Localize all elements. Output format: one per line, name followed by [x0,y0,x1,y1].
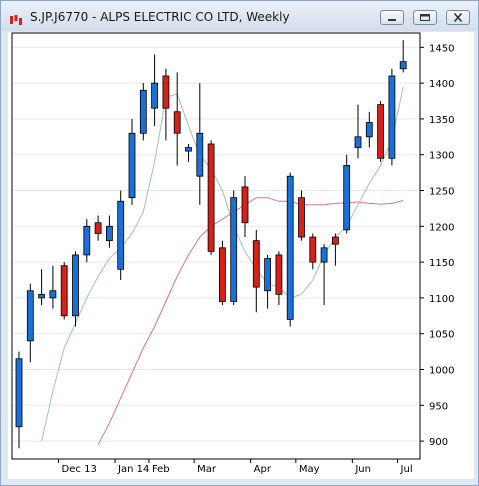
candle-body-down [218,247,226,302]
x-tick-label: Dec 13 [62,464,97,475]
candle-body-down [207,143,215,252]
x-tick-label: Jun [354,464,371,475]
y-tick-label: 1300 [429,151,454,162]
chart-area: 900 950 1000 1050 1100 1150 1200 1250 1300 1350 14… [8,32,474,479]
y-tick-label: 1100 [429,294,454,305]
x-tick-label: Feb [152,464,170,475]
candle-body-up [230,197,238,302]
maximize-icon [420,14,430,21]
y-tick-label: 1400 [429,79,454,90]
candle-body-up [15,358,23,428]
candle-body-down [60,265,68,317]
y-tick-label: 1050 [429,330,454,341]
sma-long-line [97,197,404,445]
candle-body-up [49,290,57,299]
y-tick-label: 1200 [429,222,454,233]
candle-body-up [83,225,91,256]
x-tick-label: May [299,464,320,475]
y-tick-label: 900 [429,437,448,448]
candle-body-down [162,75,170,109]
x-tick-label: Jan 14 [117,464,149,475]
x-tick-label: Mar [197,464,217,475]
candle-body-up [264,258,272,292]
candle-body-up [388,75,396,159]
candle-body-down [173,111,181,134]
y-tick-label: 1250 [429,187,454,198]
candle-body-up [72,254,79,317]
candle-body-down [331,236,339,245]
y-tick-label: 950 [429,401,448,412]
title-bar[interactable]: S.JP.J6770 - ALPS ELECTRIC CO LTD, Weekl… [1,1,478,31]
candle-body-up [106,225,113,242]
x-tick-label: Jul [400,464,413,475]
minimize-icon [388,19,396,21]
y-tick-label: 1150 [429,258,454,269]
candle-body-up [128,132,136,199]
candle-body-up [151,82,159,109]
candlestick-chart: 900 950 1000 1050 1100 1150 1200 1250 1300 1350 14… [11,32,454,475]
candle-body-up [139,89,147,134]
y-tick-label: 1350 [429,115,454,126]
candle-body-up [286,175,294,320]
close-icon [453,12,463,23]
candle-body-up [38,293,46,299]
candle-body-down [94,222,102,234]
candle-body-up [196,132,204,177]
window-title: S.JP.J6770 - ALPS ELECTRIC CO LTD, Weekl… [30,10,290,24]
chart-icon [9,11,23,25]
sma-short-line [41,86,404,442]
candle-body-up [365,122,373,138]
candle-body-down [275,254,283,295]
candle-body-up [185,147,192,152]
candle-body-up [26,290,34,342]
candle-body-up [117,200,125,270]
candle-body-down [252,240,260,288]
candle-body-up [343,165,351,231]
candle-body-up [399,61,407,70]
candle-body-up [320,247,328,263]
candle-body-down [298,197,305,238]
candle-body-down [377,104,385,159]
candle-body-down [309,236,317,263]
x-tick-label: Apr [254,464,272,475]
y-tick-label: 1000 [429,366,454,377]
maximize-button[interactable] [413,10,437,25]
close-button[interactable] [446,10,470,25]
plot-frame [11,32,421,460]
minimize-button[interactable] [380,10,404,25]
candle-body-up [354,136,362,148]
y-tick-label: 1450 [429,43,454,54]
candle-body-down [241,186,249,224]
